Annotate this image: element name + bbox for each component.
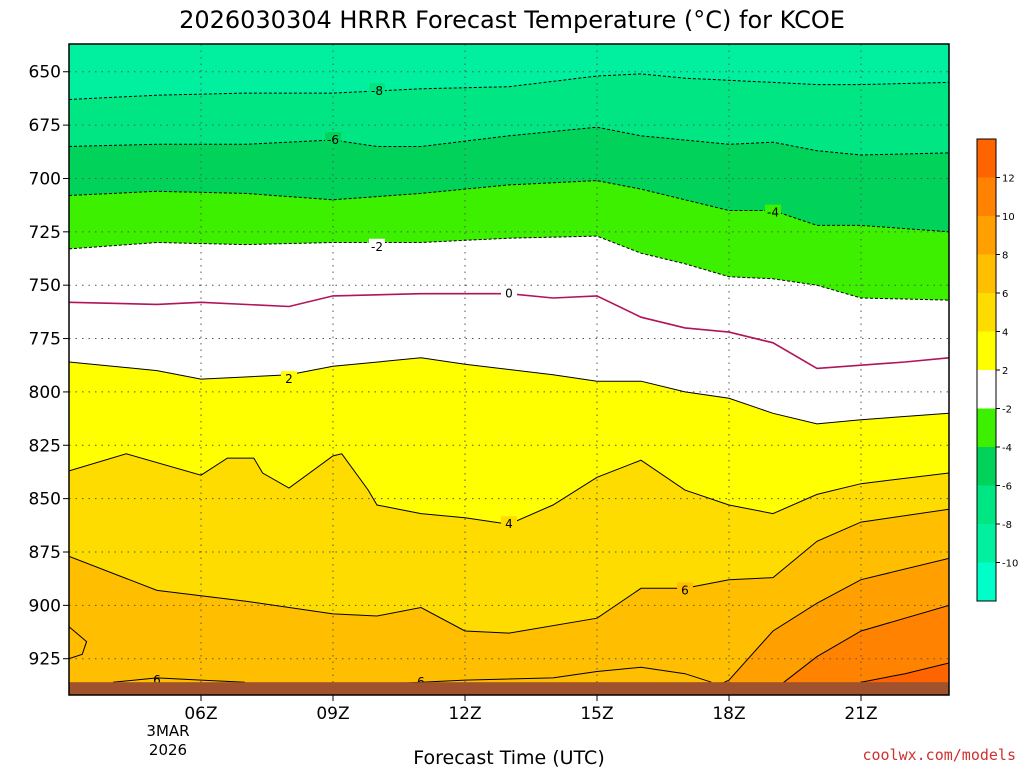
date-label-year: 2026	[149, 741, 187, 759]
isotherm-label: 6	[153, 673, 161, 687]
colorbar-label: -8	[1002, 520, 1012, 531]
isotherm-label-bg	[501, 516, 517, 531]
colorbar-label: -10	[1002, 559, 1018, 570]
colorbar-swatch	[977, 524, 996, 563]
y-tick-label: 900	[29, 596, 61, 616]
colorbar-swatch	[977, 370, 996, 409]
isotherm-label-bg	[325, 132, 341, 147]
colorbar-swatch	[977, 139, 996, 178]
isotherm-label: -2	[371, 240, 383, 254]
isotherm-2c	[69, 357, 949, 425]
colorbar-label: 4	[1002, 328, 1008, 339]
colorbar-swatch	[977, 293, 996, 332]
isotherm-6c	[69, 508, 949, 634]
isotherm-label-bg	[369, 238, 385, 253]
y-tick-label: 925	[29, 650, 61, 670]
x-tick-label: 18Z	[712, 704, 745, 724]
colorbar-swatch	[977, 331, 996, 370]
colorbar-label: -4	[1002, 443, 1012, 454]
colorbar-label: 8	[1002, 251, 1008, 262]
plot-frame	[68, 43, 950, 696]
colorbar-swatch	[977, 562, 996, 601]
colorbar-label: -6	[1002, 482, 1012, 493]
isotherm-label-bg	[677, 582, 693, 597]
isotherm-pocket-2	[69, 626, 88, 660]
colorbar-label: 2	[1002, 366, 1008, 377]
isotherm-label: -8	[371, 84, 383, 98]
date-label-day: 3MAR	[146, 722, 189, 740]
x-tick-label: 21Z	[844, 704, 877, 724]
colorbar-swatch	[977, 447, 996, 486]
isotherm-label-bg	[765, 204, 781, 219]
isotherm--6c	[69, 126, 949, 156]
y-tick-label: 800	[29, 383, 61, 403]
y-tick-label: 675	[29, 116, 61, 136]
isotherm-label-bg	[501, 285, 517, 300]
isotherm--4c	[69, 180, 949, 233]
band-pocket-6c-2	[69, 626, 87, 659]
isotherm-label: 0	[505, 287, 513, 301]
isotherm-0c	[69, 292, 949, 370]
isotherm-12c	[860, 662, 949, 683]
credit-text: coolwx.com/models	[862, 746, 1016, 764]
x-tick-label: 09Z	[316, 704, 349, 724]
y-tick-label: 725	[29, 223, 61, 243]
colorbar-label: -2	[1002, 405, 1012, 416]
ground-surface	[69, 682, 949, 695]
colorbar-label: 6	[1002, 289, 1008, 300]
isotherm-label-bg	[369, 82, 385, 97]
isotherm-label: 2	[285, 372, 293, 386]
isotherm-label: 4	[505, 517, 513, 531]
y-tick-label: 875	[29, 543, 61, 563]
colorbar-swatch	[977, 485, 996, 524]
isotherm-label: -6	[327, 133, 339, 147]
colorbar-swatch	[977, 254, 996, 293]
pressure-axis: 650 675 700 725 750 775 800 825 850 875 900 925	[29, 63, 69, 670]
isotherm-pocket-1	[376, 666, 712, 685]
isotherm-10c	[772, 604, 949, 692]
y-tick-label: 850	[29, 490, 61, 510]
isotherm-8c	[706, 557, 949, 692]
y-tick-label: 750	[29, 276, 61, 296]
band-above-10c	[773, 605, 949, 695]
isotherm-label-bg	[281, 371, 297, 386]
x-axis-label: Forecast Time (UTC)	[413, 747, 604, 768]
isotherm--8c	[69, 73, 949, 100]
isotherm-pocket-0	[112, 677, 246, 683]
y-tick-label: 650	[29, 63, 61, 83]
x-tick-label: 06Z	[184, 704, 217, 724]
isotherm-label: -4	[767, 206, 779, 220]
isotherm-4c	[69, 453, 949, 525]
y-tick-label: 700	[29, 169, 61, 189]
colorbar-swatch	[977, 216, 996, 255]
y-tick-label: 825	[29, 436, 61, 456]
colorbar-swatch	[977, 177, 996, 216]
x-tick-label: 15Z	[580, 704, 613, 724]
x-tick-label: 12Z	[448, 704, 481, 724]
grid-lines	[69, 44, 949, 695]
colorbar-swatch	[977, 408, 996, 447]
isotherm-lines	[69, 73, 949, 692]
chart-title: 2026030304 HRRR Forecast Temperature (°C…	[179, 6, 845, 34]
y-tick-label: 775	[29, 330, 61, 350]
isotherm-label: 6	[681, 583, 689, 597]
colorbar-label: 10	[1002, 212, 1015, 223]
colorbar-label: 12	[1002, 174, 1015, 185]
isotherm--2c	[69, 235, 949, 301]
time-axis: 06Z 09Z 12Z 15Z 18Z 21Z	[184, 695, 878, 724]
colorbar-legend: -10 -8 -6 -4 -2 2 4 6 8 10 12	[976, 138, 1018, 602]
